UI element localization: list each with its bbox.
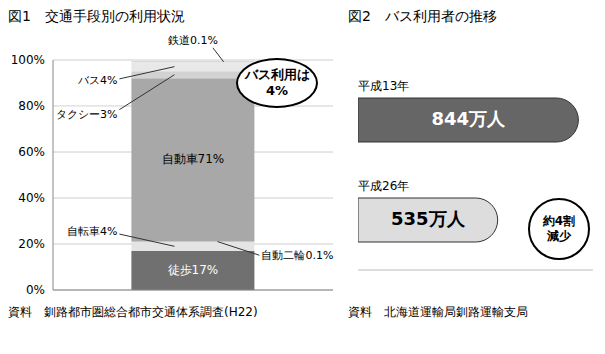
svg-text:100%: 100% <box>11 53 45 67</box>
svg-text:40%: 40% <box>18 191 45 205</box>
svg-text:平成26年: 平成26年 <box>358 179 409 193</box>
html-text:資料: 資料 <box>348 305 372 319</box>
svg-text:鉄道0.1%: 鉄道0.1% <box>168 34 218 47</box>
svg-text:20%: 20% <box>18 237 45 251</box>
html-text:4%: 4% <box>266 83 288 98</box>
svg-text:バス4%: バス4% <box>77 74 117 87</box>
svg-text:平成13年: 平成13年 <box>358 79 409 93</box>
svg-text:徒歩17%: 徒歩17% <box>168 263 219 277</box>
svg-text:自動車71%: 自動車71% <box>162 152 225 166</box>
svg-text:0%: 0% <box>26 283 45 297</box>
html-text:減少: 減少 <box>547 229 571 243</box>
html-text:バス利用は: バス利用は <box>244 67 310 82</box>
html-text:約4割: 約4割 <box>542 214 576 228</box>
svg-text:535万人: 535万人 <box>391 208 466 229</box>
svg-text:844万人: 844万人 <box>431 108 506 129</box>
svg-text:自転車4%: 自転車4% <box>67 225 117 238</box>
html-text:資料: 資料 <box>8 305 32 319</box>
svg-text:60%: 60% <box>18 145 45 159</box>
svg-text:タクシー3%: タクシー3% <box>56 108 117 121</box>
html-text:釧路都市圏総合都市交通体系調査(H22): 釧路都市圏総合都市交通体系調査(H22) <box>44 305 258 319</box>
svg-text:80%: 80% <box>18 99 45 113</box>
html-text:図2 バス利用者の推移: 図2 バス利用者の推移 <box>348 8 497 24</box>
svg-text:自動二輪0.1%: 自動二輪0.1% <box>261 249 333 262</box>
html-text:図1 交通手段別の利用状況: 図1 交通手段別の利用状況 <box>8 8 185 24</box>
html-text:北海道運輸局釧路運輸支局: 北海道運輸局釧路運輸支局 <box>384 305 528 319</box>
